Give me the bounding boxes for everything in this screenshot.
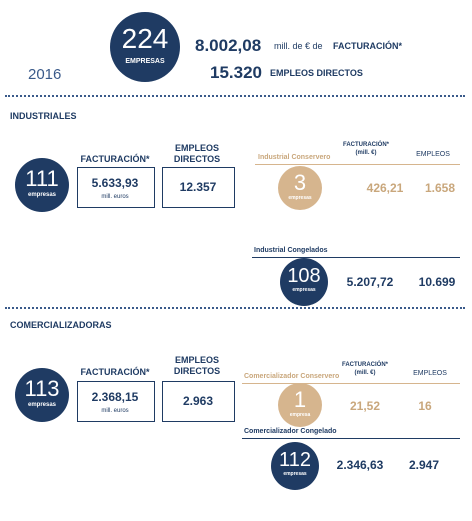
- subgroup-revenue: 426,21: [366, 181, 404, 195]
- divider: [5, 307, 465, 309]
- subgroup-companies-label: empresas: [292, 287, 316, 293]
- subgroup-companies: 108: [287, 265, 321, 287]
- employees-box: [162, 167, 235, 208]
- subgroup-employees: 16: [418, 399, 432, 413]
- section-companies-label: empresas: [27, 192, 57, 198]
- section-title: INDUSTRIALES: [10, 111, 77, 121]
- revenue-label: FACTURACIÓN*: [80, 367, 150, 377]
- employees-box: [162, 381, 235, 422]
- subgroup-rule: [242, 383, 460, 384]
- subgroup-companies-label: empresas: [283, 471, 307, 477]
- total-revenue-unit: mill. de € de: [274, 41, 323, 51]
- total-revenue: 8.002,08: [195, 36, 262, 55]
- subgroup-companies-label: empresa: [289, 412, 311, 418]
- subgroup-name: Industrial Congelados: [254, 247, 328, 254]
- total-companies: 224: [121, 23, 169, 54]
- subgroup-circle: 3 empresas: [278, 166, 322, 210]
- subgroup-revenue: 2.346,63: [336, 458, 384, 472]
- subgroup-companies: 1: [293, 387, 307, 412]
- subgroup-employees: 2.947: [408, 458, 440, 472]
- subgroup-name: Comercializador Conservero: [244, 373, 340, 380]
- section-companies: 111: [25, 166, 59, 191]
- employees-label: EMPLEOS DIRECTOS: [173, 355, 221, 376]
- revenue: 2.368,15: [91, 390, 139, 404]
- total-employees-label: EMPLEOS DIRECTOS: [270, 68, 363, 78]
- section-circle: 111 empresas: [15, 158, 69, 212]
- revenue-unit: mill. euros: [101, 408, 129, 414]
- total-revenue-label: FACTURACIÓN*: [333, 41, 402, 51]
- revenue-box: [77, 167, 155, 208]
- employees-header: EMPLEOS: [416, 151, 450, 158]
- subgroup-companies-label: empresas: [288, 195, 312, 201]
- subgroup-employees: 10.699: [418, 275, 456, 289]
- total-employees: 15.320: [210, 63, 262, 82]
- subgroup-circle: 1 empresa: [278, 383, 322, 427]
- employees-header: EMPLEOS: [413, 370, 447, 377]
- employees: 2.963: [182, 394, 214, 408]
- subgroup-rule: [252, 257, 460, 258]
- subgroup-revenue: 5.207,72: [346, 275, 394, 289]
- subgroup-employees: 1.658: [424, 181, 456, 195]
- revenue-label: FACTURACIÓN*: [80, 154, 150, 164]
- divider: [5, 95, 465, 97]
- section-companies-label: empresas: [27, 402, 57, 408]
- employees: 12.357: [179, 180, 217, 194]
- subgroup-companies: 112: [279, 449, 311, 471]
- subgroup-name: Industrial Conservero: [258, 154, 331, 161]
- revenue-header: FACTURACIÓN*: [343, 142, 389, 148]
- subgroup-rule: [255, 164, 460, 165]
- year: 2016: [28, 66, 62, 83]
- section-companies: 113: [24, 376, 60, 401]
- total-companies-label: EMPRESAS: [125, 58, 165, 65]
- section-title: COMERCIALIZADORAS: [10, 320, 112, 330]
- revenue-box: [77, 381, 155, 422]
- revenue-unit: mill. euros: [101, 194, 129, 200]
- total-circle: 224 EMPRESAS: [110, 12, 180, 82]
- subgroup-revenue: 21,52: [349, 399, 381, 413]
- section-circle: 113 empresas: [15, 368, 69, 422]
- subgroup-circle: 108 empresas: [280, 258, 328, 306]
- subgroup-name: Comercializador Congelado: [244, 428, 337, 435]
- subgroup-companies: 3: [293, 170, 307, 195]
- revenue-header: FACTURACIÓN*: [342, 362, 388, 368]
- revenue-header-unit: (mill. €): [354, 370, 376, 376]
- revenue: 5.633,93: [91, 176, 139, 190]
- subgroup-circle: 112 empresas: [271, 442, 319, 490]
- subgroup-rule: [242, 438, 460, 439]
- employees-label: EMPLEOS DIRECTOS: [173, 143, 221, 164]
- revenue-header-unit: (mill. €): [355, 150, 377, 156]
